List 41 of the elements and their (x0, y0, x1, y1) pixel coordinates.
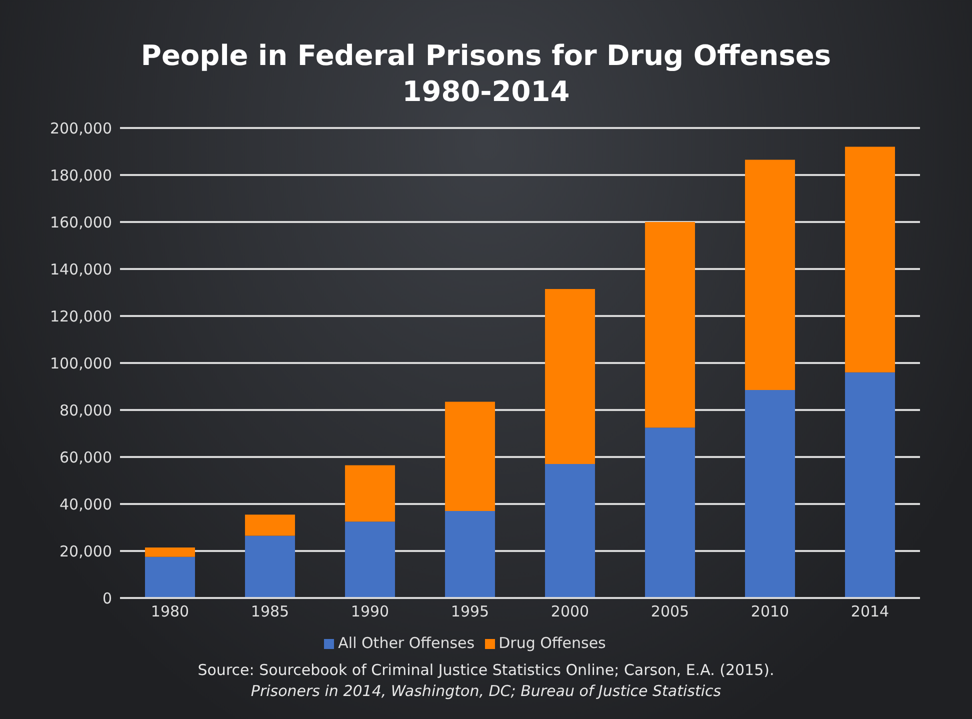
x-tick-label: 2000 (550, 602, 590, 621)
x-tick-label: 1980 (150, 602, 190, 621)
bar (645, 428, 695, 598)
y-tick-label: 60,000 (60, 448, 112, 466)
chart-subtitle: 1980-2014 (401, 74, 571, 110)
bar (745, 160, 795, 390)
bar (545, 288, 595, 464)
bar (245, 536, 295, 598)
bar (745, 390, 795, 598)
bar (445, 511, 495, 598)
y-tick-label: 140,000 (50, 260, 112, 278)
text: Prisoners in 2014, Washington, DC; Bureau of Justice Statistics (250, 681, 722, 702)
bar (245, 514, 295, 536)
bar (845, 372, 895, 598)
y-tick-label: 180,000 (50, 166, 112, 184)
bar (445, 402, 495, 512)
source-note: Source: Sourcebook of Criminal Justice Statistics Online; Carson, E.A. (2015). (196, 660, 776, 681)
bar (845, 146, 895, 372)
bar (145, 556, 195, 598)
y-tick-label: 120,000 (50, 307, 112, 326)
x-tick-label: 2005 (650, 602, 690, 621)
bar (145, 547, 195, 557)
x-tick-label: 1995 (450, 602, 490, 621)
x-tick-label: 2010 (750, 602, 790, 621)
y-tick-label: 160,000 (50, 213, 112, 232)
x-tick-label: 1990 (350, 602, 390, 621)
x-tick-label: 1985 (250, 602, 290, 621)
y-tick-label: 0 (102, 589, 112, 608)
legend-label: All Other Offenses (338, 634, 475, 652)
bar (545, 464, 595, 598)
bar (345, 465, 395, 522)
y-tick-label: 40,000 (60, 495, 112, 514)
y-tick-label: 20,000 (60, 542, 112, 560)
bar (345, 522, 395, 598)
y-tick-label: 80,000 (60, 401, 112, 420)
bar (645, 222, 695, 428)
y-tick-label: 200,000 (50, 119, 112, 138)
chart-title: People in Federal Prisons for Drug Offenses (140, 38, 832, 74)
legend-label: Drug Offenses (498, 634, 606, 652)
x-tick-label: 2014 (850, 602, 890, 621)
y-tick-label: 100,000 (50, 354, 112, 372)
